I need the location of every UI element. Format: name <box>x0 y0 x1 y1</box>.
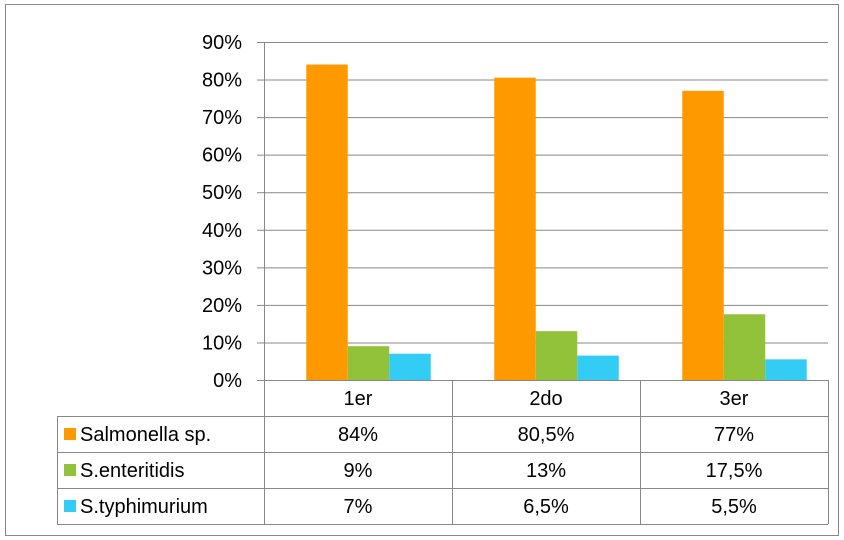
category-label: 2do <box>529 388 562 410</box>
data-label: 77% <box>714 424 754 446</box>
data-label: 7% <box>344 496 373 518</box>
bars <box>306 64 807 381</box>
data-label: 84% <box>338 424 378 446</box>
bar <box>535 331 578 380</box>
y-tick-label: 60% <box>202 145 242 167</box>
bar <box>347 346 390 380</box>
bar <box>306 64 348 381</box>
series-name: Salmonella sp. <box>80 424 211 446</box>
data-label: 17,5% <box>706 460 763 482</box>
bar <box>577 355 619 380</box>
category-label: 1er <box>344 388 373 410</box>
y-tick-label: 40% <box>202 220 242 242</box>
y-tick-label: 80% <box>202 70 242 92</box>
y-tick-label: 20% <box>202 295 242 317</box>
legend-key <box>64 464 76 476</box>
bar <box>765 359 807 380</box>
y-tick-label: 0% <box>213 370 242 392</box>
y-tick-label: 30% <box>202 257 242 279</box>
data-label: 80,5% <box>518 424 575 446</box>
bar <box>682 90 724 381</box>
bar <box>494 77 536 380</box>
y-tick-label: 90% <box>202 32 242 54</box>
y-tick-label: 50% <box>202 182 242 204</box>
y-tick-label: 70% <box>202 107 242 129</box>
legend-key <box>64 500 76 512</box>
data-label: 6,5% <box>523 496 569 518</box>
category-label: 3er <box>720 388 749 410</box>
data-table: 1er 2do 3er Salmonella sp. 84% 80,5% 77% S.ente… <box>57 380 829 525</box>
legend-key <box>64 428 76 440</box>
data-label: 5,5% <box>711 496 757 518</box>
data-label: 13% <box>526 460 566 482</box>
y-tick-label: 10% <box>202 332 242 354</box>
series-name: S.enteritidis <box>80 460 185 482</box>
data-label: 9% <box>344 460 373 482</box>
y-axis: 0% 10% 20% 30% 40% 50% 60% 70% 80% 90% <box>202 32 265 392</box>
bar <box>389 353 431 380</box>
series-name: S.typhimurium <box>80 496 208 518</box>
bar <box>723 314 766 380</box>
